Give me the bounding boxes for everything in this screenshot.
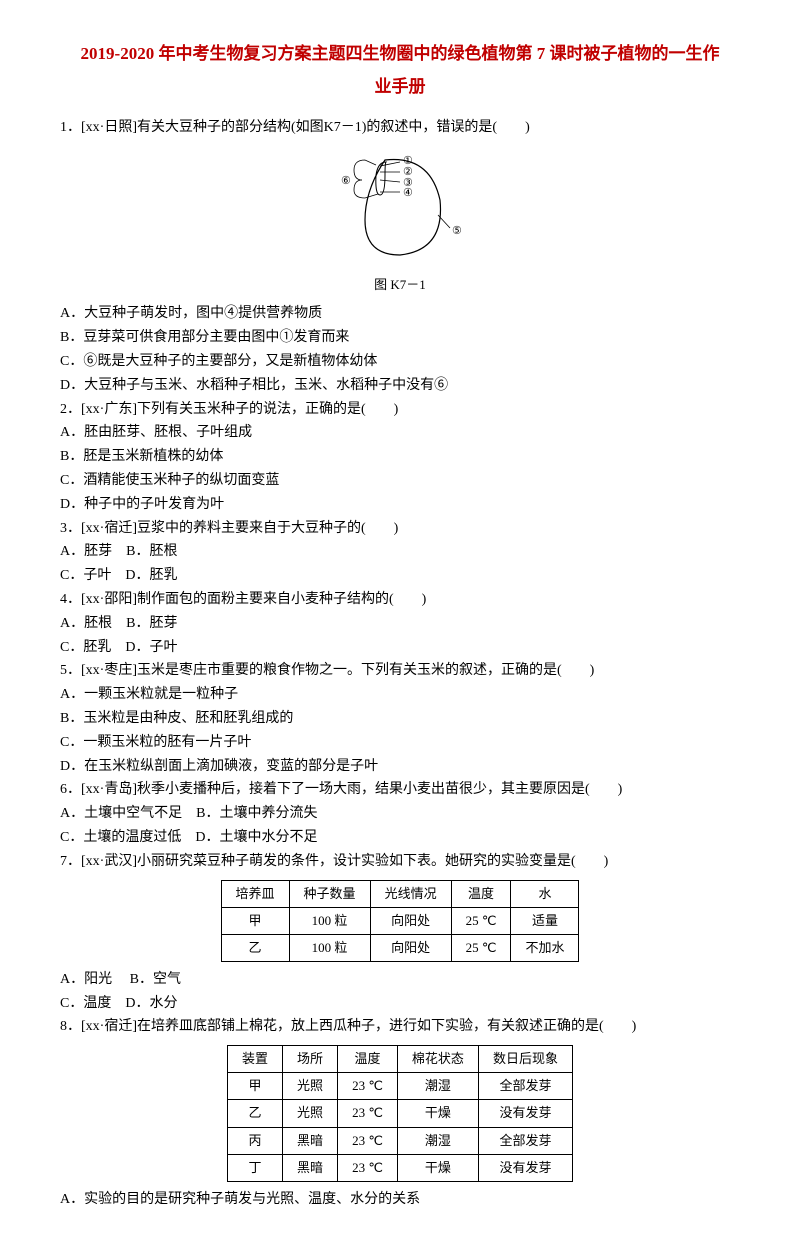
bracket-6b	[354, 180, 378, 198]
th: 水	[511, 880, 579, 907]
th: 装置	[228, 1046, 283, 1073]
th: 温度	[451, 880, 511, 907]
td: 100 粒	[289, 934, 370, 961]
td: 甲	[228, 1073, 283, 1100]
th: 培养皿	[221, 880, 289, 907]
label-6: ⑥	[341, 175, 351, 187]
q2-optC: C．酒精能使玉米种子的纵切面变蓝	[60, 469, 740, 493]
doc-title-line2: 业手册	[60, 73, 740, 102]
td: 不加水	[511, 934, 579, 961]
td: 干燥	[397, 1154, 478, 1181]
q1-optC: C．⑥既是大豆种子的主要部分，又是新植物体幼体	[60, 350, 740, 374]
q5-optC: C．一颗玉米粒的胚有一片子叶	[60, 731, 740, 755]
q7-table: 培养皿 种子数量 光线情况 温度 水 甲 100 粒 向阳处 25 ℃ 适量 乙…	[221, 880, 580, 962]
q4-optCD: C．胚乳 D．子叶	[60, 636, 740, 660]
td: 甲	[221, 907, 289, 934]
q6-stem: 6．[xx·青岛]秋季小麦播种后，接着下了一场大雨，结果小麦出苗很少，其主要原因…	[60, 778, 740, 802]
table-header-row: 培养皿 种子数量 光线情况 温度 水	[221, 880, 579, 907]
table-row: 乙 光照 23 ℃ 干燥 没有发芽	[228, 1100, 573, 1127]
label-5: ⑤	[452, 225, 462, 237]
td: 黑暗	[283, 1127, 338, 1154]
table-row: 丁 黑暗 23 ℃ 干燥 没有发芽	[228, 1154, 573, 1181]
q6-optAB: A．土壤中空气不足 B．土壤中养分流失	[60, 802, 740, 826]
q1-optD: D．大豆种子与玉米、水稻种子相比，玉米、水稻种子中没有⑥	[60, 374, 740, 398]
q5-optD: D．在玉米粒纵剖面上滴加碘液，变蓝的部分是子叶	[60, 755, 740, 779]
th: 光线情况	[370, 880, 451, 907]
q5-stem: 5．[xx·枣庄]玉米是枣庄市重要的粮食作物之一。下列有关玉米的叙述，正确的是(…	[60, 659, 740, 683]
q8-table: 装置 场所 温度 棉花状态 数日后现象 甲 光照 23 ℃ 潮湿 全部发芽 乙 …	[227, 1045, 573, 1181]
q3-stem: 3．[xx·宿迁]豆浆中的养料主要来自于大豆种子的( )	[60, 517, 740, 541]
td: 25 ℃	[451, 934, 511, 961]
td: 适量	[511, 907, 579, 934]
th: 棉花状态	[397, 1046, 478, 1073]
table-row: 丙 黑暗 23 ℃ 潮湿 全部发芽	[228, 1127, 573, 1154]
td: 没有发芽	[478, 1100, 572, 1127]
q4-stem: 4．[xx·邵阳]制作面包的面粉主要来自小麦种子结构的( )	[60, 588, 740, 612]
seed-figure: ① ② ③ ④ ⑤ ⑥	[60, 150, 740, 269]
td: 25 ℃	[451, 907, 511, 934]
q2-optB: B．胚是玉米新植株的幼体	[60, 445, 740, 469]
q7-stem: 7．[xx·武汉]小丽研究菜豆种子萌发的条件，设计实验如下表。她研究的实验变量是…	[60, 850, 740, 874]
td: 23 ℃	[338, 1154, 398, 1181]
td: 丁	[228, 1154, 283, 1181]
q5-optA: A．一颗玉米粒就是一粒种子	[60, 683, 740, 707]
th: 温度	[338, 1046, 398, 1073]
td: 向阳处	[370, 907, 451, 934]
td: 23 ℃	[338, 1073, 398, 1100]
td: 光照	[283, 1100, 338, 1127]
td: 潮湿	[397, 1073, 478, 1100]
td: 黑暗	[283, 1154, 338, 1181]
td: 乙	[228, 1100, 283, 1127]
td: 23 ℃	[338, 1100, 398, 1127]
td: 100 粒	[289, 907, 370, 934]
td: 向阳处	[370, 934, 451, 961]
q1-optA: A．大豆种子萌发时，图中④提供营养物质	[60, 302, 740, 326]
q2-stem: 2．[xx·广东]下列有关玉米种子的说法，正确的是( )	[60, 398, 740, 422]
table-header-row: 装置 场所 温度 棉花状态 数日后现象	[228, 1046, 573, 1073]
q2-optD: D．种子中的子叶发育为叶	[60, 493, 740, 517]
q7-optCD: C．温度 D．水分	[60, 992, 740, 1016]
th: 种子数量	[289, 880, 370, 907]
doc-title-line1: 2019-2020 年中考生物复习方案主题四生物圈中的绿色植物第 7 课时被子植…	[60, 40, 740, 69]
lead-3	[380, 180, 400, 182]
td: 潮湿	[397, 1127, 478, 1154]
q4-optAB: A．胚根 B．胚芽	[60, 612, 740, 636]
td: 全部发芽	[478, 1073, 572, 1100]
q6-optCD: C．土壤的温度过低 D．土壤中水分不足	[60, 826, 740, 850]
label-4: ④	[403, 187, 413, 199]
q1-optB: B．豆芽菜可供食用部分主要由图中①发育而来	[60, 326, 740, 350]
q8-optA: A．实验的目的是研究种子萌发与光照、温度、水分的关系	[60, 1188, 740, 1212]
q1-stem: 1．[xx·日照]有关大豆种子的部分结构(如图K7－1)的叙述中，错误的是( )	[60, 116, 740, 140]
q3-optCD: C．子叶 D．胚乳	[60, 564, 740, 588]
q7-optAB: A．阳光 B．空气	[60, 968, 740, 992]
td: 全部发芽	[478, 1127, 572, 1154]
td: 光照	[283, 1073, 338, 1100]
bracket-6	[354, 160, 376, 180]
table-row: 乙 100 粒 向阳处 25 ℃ 不加水	[221, 934, 579, 961]
td: 乙	[221, 934, 289, 961]
q5-optB: B．玉米粒是由种皮、胚和胚乳组成的	[60, 707, 740, 731]
th: 场所	[283, 1046, 338, 1073]
seed-diagram-svg: ① ② ③ ④ ⑤ ⑥	[330, 150, 470, 260]
table-row: 甲 100 粒 向阳处 25 ℃ 适量	[221, 907, 579, 934]
table-row: 甲 光照 23 ℃ 潮湿 全部发芽	[228, 1073, 573, 1100]
th: 数日后现象	[478, 1046, 572, 1073]
q3-optAB: A．胚芽 B．胚根	[60, 540, 740, 564]
td: 23 ℃	[338, 1127, 398, 1154]
td: 没有发芽	[478, 1154, 572, 1181]
td: 干燥	[397, 1100, 478, 1127]
td: 丙	[228, 1127, 283, 1154]
q8-stem: 8．[xx·宿迁]在培养皿底部铺上棉花，放上西瓜种子，进行如下实验，有关叙述正确…	[60, 1015, 740, 1039]
q2-optA: A．胚由胚芽、胚根、子叶组成	[60, 421, 740, 445]
figure-caption: 图 K7－1	[60, 274, 740, 296]
